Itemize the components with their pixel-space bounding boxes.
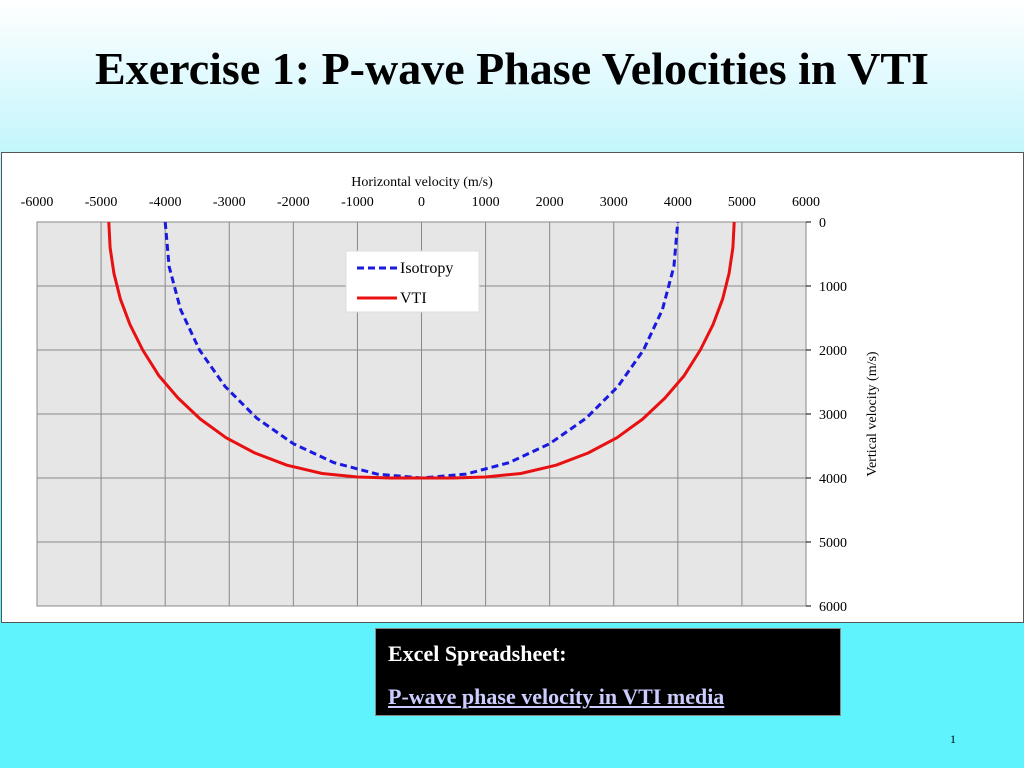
y-tick-label: 4000: [819, 472, 847, 487]
legend-box: [345, 250, 480, 313]
y-tick-label: 5000: [819, 536, 847, 551]
x-tick-label: 2000: [536, 195, 564, 210]
y-tick-label: 6000: [819, 600, 847, 615]
y-tick-label: 0: [819, 216, 826, 231]
x-tick-label: 0: [418, 195, 425, 210]
series-line-vti: [107, 221, 736, 480]
x-tick-label: 1000: [472, 195, 500, 210]
x-tick-label: -1000: [341, 195, 374, 210]
phase-velocity-chart: -6000 -5000 -4000 -3000 -2000 -1000 0 1000 2000 3…: [21, 175, 880, 615]
spreadsheet-link[interactable]: P-wave phase velocity in VTI media: [388, 684, 725, 709]
x-tick-label: -4000: [149, 195, 182, 210]
y-axis-title: Vertical velocity (m/s): [865, 351, 880, 477]
x-tick-label: -2000: [277, 195, 310, 210]
y-tick-label: 3000: [819, 408, 847, 423]
x-tick-label: 5000: [728, 195, 756, 210]
y-tick-label: 1000: [819, 280, 847, 295]
x-tick-label: 4000: [664, 195, 692, 210]
legend-label-isotropy: Isotropy: [400, 260, 453, 277]
page-number: 1: [950, 732, 956, 746]
x-tick-label: 6000: [792, 195, 820, 210]
x-tick-label: 3000: [600, 195, 628, 210]
spreadsheet-callout: Excel Spreadsheet: P-wave phase velocity…: [375, 628, 841, 716]
callout-label: Excel Spreadsheet:: [388, 641, 567, 666]
slide-title: Exercise 1: P-wave Phase Velocities in V…: [95, 43, 929, 94]
chart-frame: -6000 -5000 -4000 -3000 -2000 -1000 0 1000 2000 3…: [1, 152, 1024, 623]
x-tick-label: -3000: [213, 195, 246, 210]
y-tick-label: 2000: [819, 344, 847, 359]
x-axis-title: Horizontal velocity (m/s): [351, 175, 493, 190]
legend-label-vti: VTI: [400, 290, 427, 307]
x-tick-label: -5000: [85, 195, 118, 210]
x-tick-label: -6000: [21, 195, 54, 210]
